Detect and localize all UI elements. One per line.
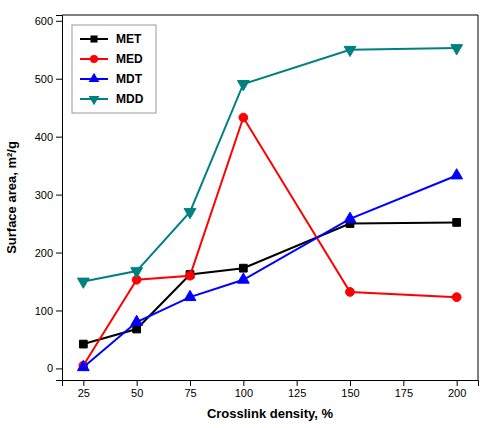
tick-mark [56,79,62,80]
legend-label: MDD [116,92,144,106]
tick-mark [457,380,458,386]
point [344,212,356,222]
point [453,219,461,227]
tick: 400 [35,131,62,143]
chart: 25 50 75 100 125 150 175 200 0 100 200 300 400 500 600… [0,0,500,428]
tick: 100 [35,304,62,316]
axis-line [63,381,479,387]
point [184,209,196,219]
tick-label: 25 [78,387,90,399]
legend-item: MDT [80,72,143,86]
legend-label: MED [116,52,143,66]
series [77,169,462,371]
plot: 25 50 75 100 125 150 175 200 0 100 200 300 400 500 600… [35,15,479,399]
tick: 50 [131,380,143,399]
point [452,293,461,302]
tick-mark [403,380,404,386]
tick-mark [243,380,244,386]
tick-label: 600 [35,15,53,27]
tick: 25 [78,380,90,399]
tick-mark [56,21,62,22]
point [451,45,463,55]
tick-label: 125 [288,387,306,399]
x-axis: 25 50 75 100 125 150 175 200 [63,380,479,399]
tick-mark [190,380,191,386]
tick: 600 [35,15,62,27]
point [131,315,143,325]
tick: 200 [35,247,62,259]
tick-label: 300 [35,189,53,201]
y-axis: 0 100 200 300 400 500 600 [35,15,63,381]
legend-label: MET [116,32,142,46]
point [237,273,249,283]
tick-label: 100 [235,387,253,399]
tick: 100 [235,380,253,399]
tick-mark [297,380,298,386]
legend-box [72,25,156,113]
tick: 500 [35,73,62,85]
series [77,45,462,289]
x-axis-title: Crosslink density, % [207,406,334,421]
tick-label: 200 [448,387,466,399]
point [184,290,196,300]
tick-label: 75 [184,387,196,399]
tick: 0 [47,362,62,374]
tick-label: 0 [47,362,53,374]
point [79,340,87,348]
tick: 300 [35,189,62,201]
tick-label: 150 [341,387,359,399]
tick: 125 [288,380,306,399]
tick-mark [56,253,62,254]
series-line [83,118,456,366]
tick-mark [56,368,62,369]
point [77,360,89,370]
series-line [83,175,456,367]
legend-marker [89,96,100,105]
point [133,325,141,333]
series [79,219,460,348]
point [344,46,356,56]
legend-marker [89,73,100,82]
tick-label: 50 [131,387,143,399]
axis-line [56,16,63,381]
tick: 150 [341,380,359,399]
legend-marker [90,55,98,63]
tick-mark [56,195,62,196]
legend: MET MED MDT MDD [72,25,156,113]
legend-item: MDD [80,92,144,106]
frame [478,15,479,380]
data-area [77,45,462,371]
point [186,271,195,280]
tick-label: 175 [395,387,413,399]
legend-item: MET [80,32,142,46]
frame [62,15,478,16]
tick-mark [56,137,62,138]
series-line [83,222,456,344]
tick-mark [56,310,62,311]
point [131,268,143,278]
series-line [83,48,456,281]
legend-item: MED [80,52,143,66]
tick: 75 [184,380,196,399]
tick-mark [350,380,351,386]
point [239,264,247,272]
point [239,113,248,122]
tick-label: 100 [35,304,53,316]
legend-label: MDT [116,72,143,86]
series [79,113,461,370]
tick-mark [137,380,138,386]
tick-label: 400 [35,131,53,143]
tick-label: 200 [35,247,53,259]
y-axis-title: Surface area, m²/g [4,141,19,254]
tick: 200 [448,380,466,399]
point [237,81,249,91]
legend-marker [90,35,97,42]
point [451,169,463,179]
tick: 175 [395,380,413,399]
tick-label: 500 [35,73,53,85]
point [77,278,89,288]
point [346,288,355,297]
tick-mark [83,380,84,386]
